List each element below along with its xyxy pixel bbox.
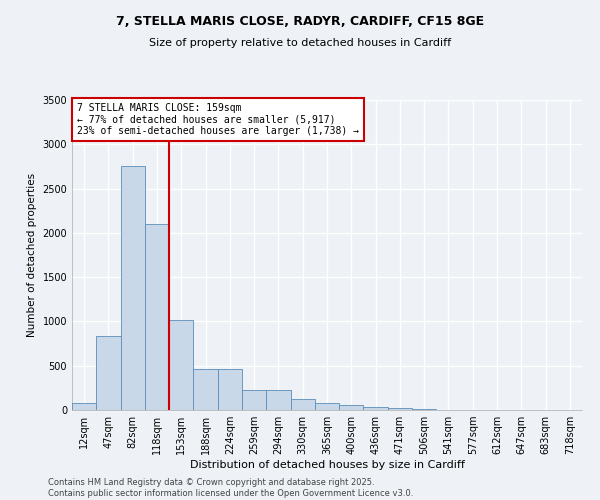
Bar	[169, 320, 193, 410]
Bar	[315, 404, 339, 410]
Bar	[96, 336, 121, 410]
Bar	[193, 370, 218, 410]
Text: Contains HM Land Registry data © Crown copyright and database right 2025.
Contai: Contains HM Land Registry data © Crown c…	[48, 478, 413, 498]
Bar	[145, 224, 169, 410]
Bar	[218, 370, 242, 410]
Text: 7, STELLA MARIS CLOSE, RADYR, CARDIFF, CF15 8GE: 7, STELLA MARIS CLOSE, RADYR, CARDIFF, C…	[116, 15, 484, 28]
Bar	[266, 390, 290, 410]
Bar	[242, 390, 266, 410]
Bar	[290, 400, 315, 410]
Bar	[364, 408, 388, 410]
Bar	[412, 409, 436, 410]
Y-axis label: Number of detached properties: Number of detached properties	[27, 173, 37, 337]
Bar	[121, 166, 145, 410]
Bar	[388, 408, 412, 410]
Bar	[72, 404, 96, 410]
Text: Size of property relative to detached houses in Cardiff: Size of property relative to detached ho…	[149, 38, 451, 48]
Text: 7 STELLA MARIS CLOSE: 159sqm
← 77% of detached houses are smaller (5,917)
23% of: 7 STELLA MARIS CLOSE: 159sqm ← 77% of de…	[77, 103, 359, 136]
X-axis label: Distribution of detached houses by size in Cardiff: Distribution of detached houses by size …	[190, 460, 464, 470]
Bar	[339, 405, 364, 410]
